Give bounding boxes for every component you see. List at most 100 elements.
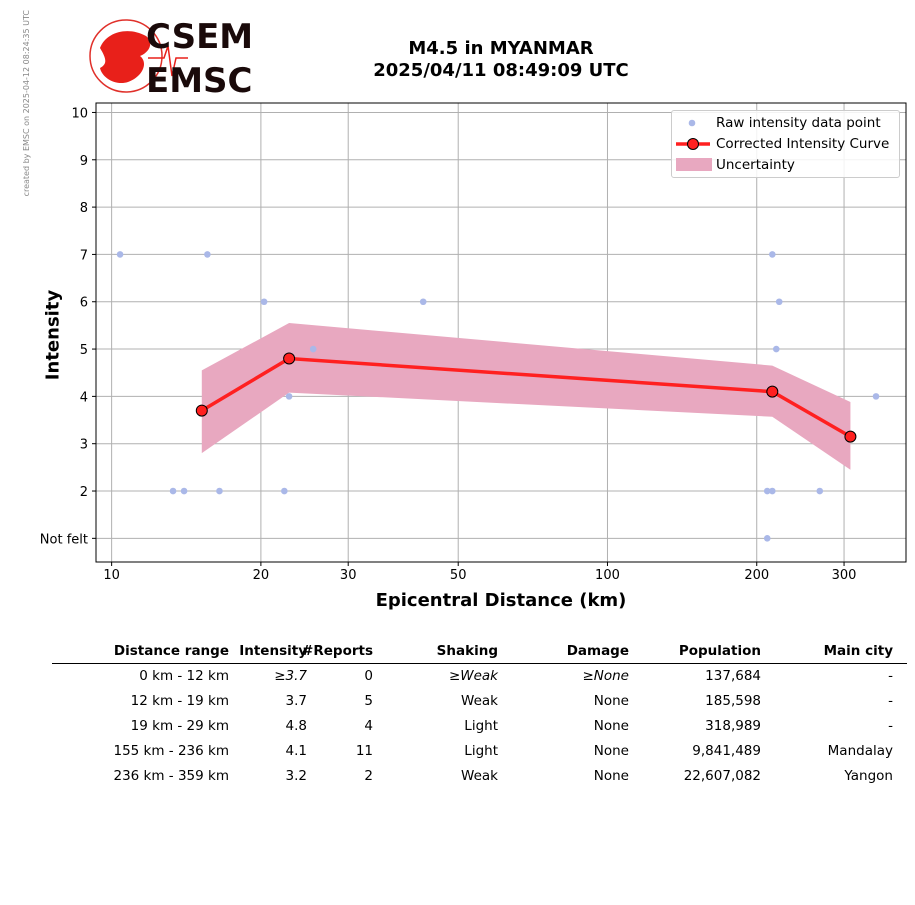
y-tick-label: Not felt bbox=[40, 532, 88, 547]
cell-damage: None bbox=[593, 743, 629, 759]
raw-data-point bbox=[309, 345, 317, 353]
raw-data-point bbox=[260, 298, 268, 306]
cell-damage: None bbox=[593, 718, 629, 734]
cell-intensity: 3.7 bbox=[285, 693, 307, 709]
cell-reports: 2 bbox=[364, 768, 373, 784]
header-shaking: Shaking bbox=[436, 643, 498, 659]
raw-data-point bbox=[772, 345, 780, 353]
y-tick-label: 2 bbox=[80, 485, 88, 500]
cell-population: 9,841,489 bbox=[692, 743, 761, 759]
cell-shaking: ≥Weak bbox=[448, 668, 498, 684]
cell-population: 22,607,082 bbox=[683, 768, 761, 784]
cell-intensity: 4.1 bbox=[285, 743, 307, 759]
legend-raw-label: Raw intensity data point bbox=[716, 115, 881, 131]
x-tick-label: 200 bbox=[744, 568, 769, 583]
svg-text:EMSC: EMSC bbox=[146, 61, 253, 96]
x-tick-label: 30 bbox=[340, 568, 357, 583]
raw-data-point bbox=[872, 393, 880, 400]
curve-line-icon bbox=[676, 138, 710, 150]
y-tick-label: 4 bbox=[80, 390, 88, 405]
curve-point bbox=[283, 352, 296, 365]
raw-data-point bbox=[281, 487, 288, 495]
legend-curve-label: Corrected Intensity Curve bbox=[716, 136, 890, 152]
cell-population: 137,684 bbox=[705, 668, 761, 684]
header-population: Population bbox=[678, 643, 761, 659]
header-divider bbox=[52, 663, 907, 664]
cell-damage: None bbox=[593, 768, 629, 784]
csem-emsc-logo: CSEM EMSC bbox=[89, 18, 253, 96]
raw-data-point bbox=[816, 487, 824, 495]
uncertainty-band bbox=[201, 323, 851, 470]
cell-main-city: Mandalay bbox=[827, 743, 893, 759]
raw-data-point bbox=[169, 487, 177, 495]
plot-frame bbox=[95, 102, 907, 563]
cell-reports: 0 bbox=[364, 668, 373, 684]
cell-intensity: 4.8 bbox=[285, 718, 307, 734]
y-axis-label: Intensity bbox=[42, 289, 64, 381]
raw-data-point bbox=[216, 487, 223, 495]
raw-data-point bbox=[285, 393, 293, 400]
table-header: Distance range Intensity #Reports Shakin… bbox=[52, 640, 907, 665]
cell-shaking: Light bbox=[464, 718, 498, 734]
chart-title: M4.5 in MYANMAR bbox=[408, 38, 594, 59]
table-row: 19 km - 29 km 4.8 4 Light None 318,989 - bbox=[52, 715, 907, 740]
cell-distance: 12 km - 19 km bbox=[130, 693, 229, 709]
raw-data-point bbox=[116, 251, 124, 258]
x-tick-label: 100 bbox=[595, 568, 620, 583]
cell-reports: 5 bbox=[364, 693, 373, 709]
raw-data-point bbox=[769, 251, 776, 258]
table-row: 155 km - 236 km 4.1 11 Light None 9,841,… bbox=[52, 740, 907, 765]
y-tick-label: 10 bbox=[71, 106, 88, 121]
cell-distance: 19 km - 29 km bbox=[130, 718, 229, 734]
raw-data-point bbox=[180, 487, 188, 495]
cell-reports: 4 bbox=[364, 718, 373, 734]
header-reports: #Reports bbox=[302, 643, 373, 659]
raw-data-point bbox=[204, 251, 211, 258]
cell-damage: ≥None bbox=[582, 668, 629, 684]
cell-shaking: Weak bbox=[461, 693, 498, 709]
y-tick-label: 5 bbox=[80, 343, 88, 358]
curve-point bbox=[195, 404, 208, 417]
cell-intensity: ≥3.7 bbox=[274, 668, 307, 684]
raw-point-icon bbox=[688, 119, 696, 127]
raw-data-point bbox=[763, 487, 771, 495]
cell-distance: 155 km - 236 km bbox=[113, 743, 229, 759]
cell-distance: 0 km - 12 km bbox=[139, 668, 229, 684]
legend-uncertainty-label: Uncertainty bbox=[716, 157, 795, 173]
legend: Raw intensity data point Corrected Inten… bbox=[671, 110, 900, 178]
cell-shaking: Weak bbox=[461, 768, 498, 784]
cell-population: 318,989 bbox=[705, 718, 761, 734]
x-axis-label: Epicentral Distance (km) bbox=[375, 590, 627, 611]
header-damage: Damage bbox=[566, 643, 629, 659]
raw-data-point bbox=[769, 487, 776, 495]
y-tick-label: 6 bbox=[80, 296, 88, 311]
uncertainty-patch-icon bbox=[676, 158, 712, 171]
table-row: 236 km - 359 km 3.2 2 Weak None 22,607,0… bbox=[52, 765, 907, 790]
legend-curve: Corrected Intensity Curve bbox=[672, 134, 899, 154]
cell-main-city: - bbox=[888, 668, 893, 684]
header-intensity: Intensity bbox=[239, 643, 307, 659]
cell-main-city: - bbox=[888, 693, 893, 709]
curve-point bbox=[766, 385, 779, 398]
header-distance: Distance range bbox=[113, 643, 229, 659]
intensity-chart: 10 20 30 50 100 200 300 Not felt 2 3 4 5 6 7 8 9 10 bbox=[40, 102, 907, 583]
corrected-intensity-curve bbox=[200, 356, 852, 439]
cell-damage: None bbox=[593, 693, 629, 709]
table-row: 0 km - 12 km ≥3.7 0 ≥Weak ≥None 137,684 … bbox=[52, 665, 907, 690]
x-tick-label: 10 bbox=[103, 568, 120, 583]
cell-main-city: Yangon bbox=[844, 768, 893, 784]
y-tick-label: 7 bbox=[80, 248, 88, 263]
header-main-city: Main city bbox=[823, 643, 893, 659]
legend-uncertainty: Uncertainty bbox=[672, 155, 899, 175]
cell-population: 185,598 bbox=[705, 693, 761, 709]
y-tick-label: 3 bbox=[80, 438, 88, 453]
table-row: 12 km - 19 km 3.7 5 Weak None 185,598 - bbox=[52, 690, 907, 715]
cell-shaking: Light bbox=[464, 743, 498, 759]
cell-intensity: 3.2 bbox=[285, 768, 307, 784]
cell-main-city: - bbox=[888, 718, 893, 734]
summary-table: Distance range Intensity #Reports Shakin… bbox=[52, 640, 907, 790]
x-tick-label: 300 bbox=[832, 568, 857, 583]
y-tick-label: 8 bbox=[80, 201, 88, 216]
y-tick-label: 9 bbox=[80, 154, 88, 169]
raw-data-point bbox=[763, 535, 771, 542]
